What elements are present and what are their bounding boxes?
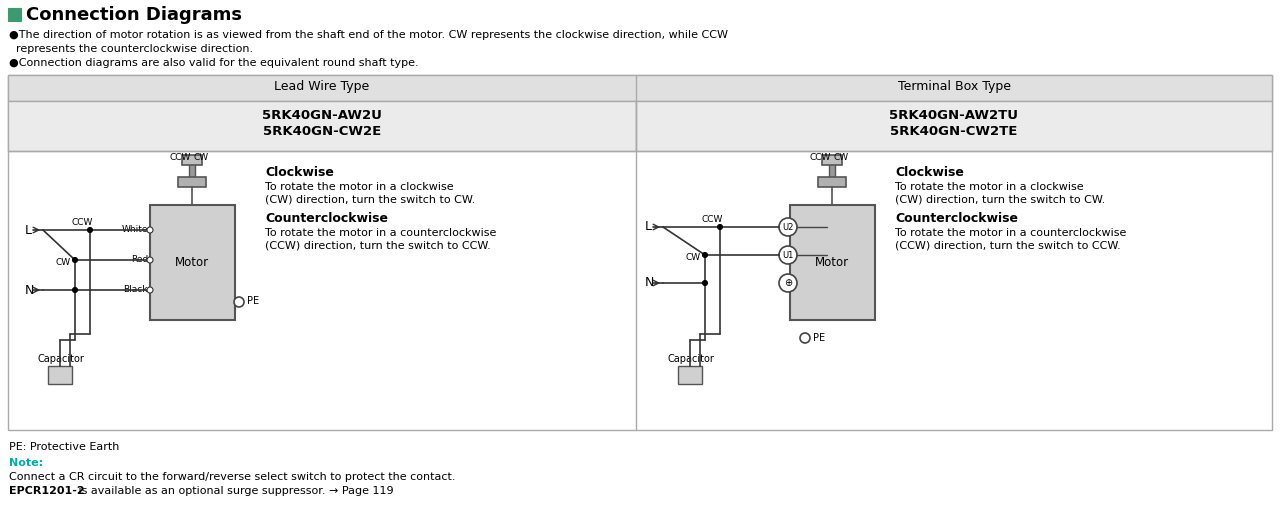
- Circle shape: [780, 246, 797, 264]
- Text: To rotate the motor in a counterclockwise: To rotate the motor in a counterclockwis…: [895, 228, 1126, 238]
- Text: N: N: [645, 277, 654, 289]
- Text: N: N: [26, 284, 35, 297]
- Text: L: L: [26, 224, 32, 236]
- Bar: [8, 101, 636, 151]
- Text: CCW: CCW: [810, 153, 832, 162]
- Text: Motor: Motor: [175, 256, 209, 268]
- Bar: [150, 205, 236, 320]
- Text: EPCR1201-2: EPCR1201-2: [9, 486, 84, 496]
- Text: 5RK40GN-AW2TU: 5RK40GN-AW2TU: [890, 109, 1019, 122]
- Text: Connection Diagrams: Connection Diagrams: [26, 6, 242, 24]
- Text: To rotate the motor in a counterclockwise: To rotate the motor in a counterclockwis…: [265, 228, 497, 238]
- Text: CW: CW: [685, 253, 700, 262]
- Bar: [8, 8, 20, 21]
- Bar: [790, 205, 876, 320]
- Bar: [182, 155, 202, 165]
- Text: (CW) direction, turn the switch to CW.: (CW) direction, turn the switch to CW.: [265, 195, 475, 205]
- Text: CCW: CCW: [72, 218, 93, 227]
- Bar: [8, 75, 1272, 101]
- Text: CCW: CCW: [701, 215, 723, 224]
- Text: To rotate the motor in a clockwise: To rotate the motor in a clockwise: [265, 182, 453, 192]
- Text: (CCW) direction, turn the switch to CCW.: (CCW) direction, turn the switch to CCW.: [265, 241, 490, 251]
- Text: Red: Red: [131, 255, 148, 264]
- Bar: [829, 163, 835, 181]
- Text: CW: CW: [55, 258, 70, 267]
- Circle shape: [718, 225, 722, 229]
- Text: 5RK40GN-AW2U: 5RK40GN-AW2U: [262, 109, 381, 122]
- Circle shape: [73, 257, 78, 262]
- Bar: [178, 177, 206, 187]
- Text: CW: CW: [195, 153, 209, 162]
- Circle shape: [147, 287, 154, 293]
- Bar: [49, 366, 72, 384]
- Bar: [189, 163, 195, 181]
- Text: L: L: [645, 220, 652, 234]
- Circle shape: [703, 280, 708, 286]
- Bar: [8, 75, 1272, 430]
- Bar: [818, 177, 846, 187]
- Text: U1: U1: [782, 250, 794, 259]
- Text: Note:: Note:: [9, 458, 44, 468]
- Text: To rotate the motor in a clockwise: To rotate the motor in a clockwise: [895, 182, 1084, 192]
- Text: represents the counterclockwise direction.: represents the counterclockwise directio…: [9, 44, 253, 54]
- Text: PE: Protective Earth: PE: Protective Earth: [9, 442, 119, 452]
- Circle shape: [780, 218, 797, 236]
- Text: CCW: CCW: [170, 153, 192, 162]
- Text: ●Connection diagrams are also valid for the equivalent round shaft type.: ●Connection diagrams are also valid for …: [9, 58, 419, 68]
- Circle shape: [147, 227, 154, 233]
- Text: (CW) direction, turn the switch to CW.: (CW) direction, turn the switch to CW.: [895, 195, 1105, 205]
- Text: ⊕: ⊕: [801, 333, 809, 343]
- Text: Terminal Box Type: Terminal Box Type: [897, 80, 1010, 93]
- Text: Clockwise: Clockwise: [265, 166, 334, 179]
- Text: Connect a CR circuit to the forward/reverse select switch to protect the contact: Connect a CR circuit to the forward/reve…: [9, 472, 456, 482]
- Text: is available as an optional surge suppressor. → Page 119: is available as an optional surge suppre…: [76, 486, 394, 496]
- Text: 5RK40GN-CW2E: 5RK40GN-CW2E: [262, 125, 381, 138]
- Text: PE: PE: [247, 296, 259, 306]
- Text: Counterclockwise: Counterclockwise: [265, 212, 388, 225]
- Text: U2: U2: [782, 223, 794, 232]
- Text: (CCW) direction, turn the switch to CCW.: (CCW) direction, turn the switch to CCW.: [895, 241, 1121, 251]
- Circle shape: [703, 253, 708, 257]
- Text: Capacitor: Capacitor: [38, 354, 84, 364]
- Text: Capacitor: Capacitor: [668, 354, 714, 364]
- Circle shape: [234, 297, 244, 307]
- Bar: [636, 101, 1272, 151]
- Text: Clockwise: Clockwise: [895, 166, 964, 179]
- Text: CW: CW: [835, 153, 849, 162]
- Text: White: White: [122, 225, 148, 234]
- Text: 5RK40GN-CW2TE: 5RK40GN-CW2TE: [891, 125, 1018, 138]
- Circle shape: [800, 333, 810, 343]
- Text: PE: PE: [813, 333, 826, 343]
- Text: Motor: Motor: [815, 256, 849, 268]
- Circle shape: [147, 257, 154, 263]
- Text: ⊕: ⊕: [783, 278, 792, 288]
- Circle shape: [87, 227, 92, 233]
- Circle shape: [73, 288, 78, 292]
- Bar: [678, 366, 701, 384]
- Text: Counterclockwise: Counterclockwise: [895, 212, 1018, 225]
- Text: Lead Wire Type: Lead Wire Type: [274, 80, 370, 93]
- Text: ⊕: ⊕: [236, 297, 243, 307]
- Circle shape: [780, 274, 797, 292]
- Text: Black: Black: [123, 285, 148, 293]
- Text: ●The direction of motor rotation is as viewed from the shaft end of the motor. C: ●The direction of motor rotation is as v…: [9, 30, 728, 40]
- Bar: [822, 155, 842, 165]
